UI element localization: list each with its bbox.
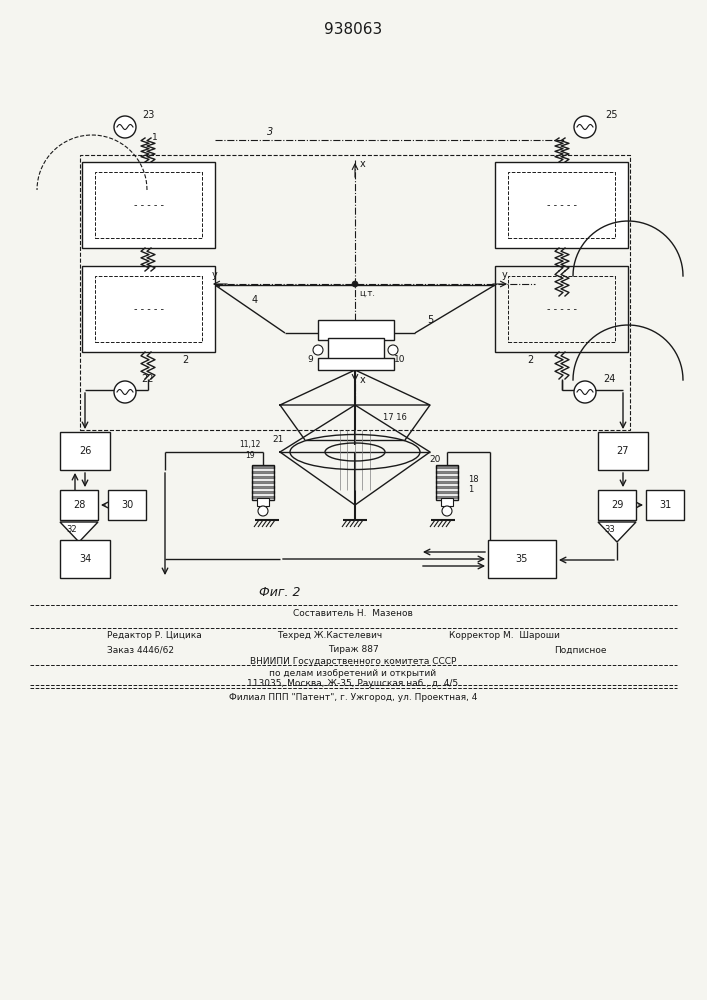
Bar: [60, 432, 110, 470]
Bar: [60, 540, 110, 578]
Bar: [60, 490, 98, 520]
Text: 24: 24: [603, 374, 615, 384]
Circle shape: [388, 345, 398, 355]
Text: 5: 5: [427, 315, 433, 325]
Text: 33: 33: [604, 526, 615, 534]
Polygon shape: [598, 522, 636, 542]
Circle shape: [114, 116, 136, 138]
Text: Филиал ППП "Патент", г. Ужгород, ул. Проектная, 4: Филиал ППП "Патент", г. Ужгород, ул. Про…: [229, 694, 477, 702]
Circle shape: [313, 345, 323, 355]
Text: 21: 21: [272, 436, 284, 444]
Text: 27: 27: [617, 446, 629, 456]
Text: ц.т.: ц.т.: [359, 288, 375, 298]
Bar: [80, 155, 630, 430]
Text: - - - - -: - - - - -: [547, 200, 577, 210]
Circle shape: [574, 381, 596, 403]
Text: 10: 10: [395, 356, 406, 364]
Text: Техред Ж.Кастелевич: Техред Ж.Кастелевич: [277, 631, 382, 640]
Text: 19: 19: [245, 450, 255, 460]
Bar: [646, 490, 684, 520]
Circle shape: [574, 116, 596, 138]
Text: Заказ 4446/62: Заказ 4446/62: [107, 646, 174, 654]
Circle shape: [442, 506, 452, 516]
Text: 11,12: 11,12: [239, 440, 261, 450]
Text: Корректор М.  Шароши: Корректор М. Шароши: [449, 631, 560, 640]
Bar: [318, 320, 394, 340]
Text: - - - - -: - - - - -: [134, 200, 164, 210]
Circle shape: [114, 381, 136, 403]
Text: 22: 22: [141, 374, 154, 384]
Bar: [598, 490, 636, 520]
Bar: [495, 266, 628, 352]
Text: Составитель Н.  Мазенов: Составитель Н. Мазенов: [293, 609, 413, 618]
Polygon shape: [60, 522, 98, 542]
Bar: [441, 498, 453, 506]
Bar: [328, 338, 384, 360]
Text: y: y: [502, 270, 508, 280]
Text: 4: 4: [252, 295, 258, 305]
Bar: [82, 266, 215, 352]
Text: 3: 3: [267, 127, 273, 137]
Text: 2: 2: [527, 355, 533, 365]
Text: x: x: [360, 375, 366, 385]
Text: 25: 25: [606, 110, 618, 120]
Text: 17 16: 17 16: [383, 414, 407, 422]
Bar: [508, 172, 615, 238]
Circle shape: [258, 506, 268, 516]
Text: 35: 35: [516, 554, 528, 564]
Bar: [257, 498, 269, 506]
Bar: [495, 162, 628, 248]
Text: 938063: 938063: [324, 22, 382, 37]
Text: 1: 1: [152, 133, 158, 142]
Text: 31: 31: [659, 500, 671, 510]
Bar: [508, 276, 615, 342]
Text: 29: 29: [611, 500, 623, 510]
Text: - - - - -: - - - - -: [134, 304, 164, 314]
Bar: [108, 490, 146, 520]
Text: Тираж 887: Тираж 887: [327, 646, 378, 654]
Bar: [436, 465, 458, 500]
Bar: [318, 358, 394, 370]
Text: 9: 9: [307, 356, 313, 364]
Text: 32: 32: [66, 526, 77, 534]
Text: 30: 30: [121, 500, 133, 510]
Text: 1: 1: [468, 486, 473, 494]
Text: y: y: [212, 270, 218, 280]
Bar: [488, 540, 556, 578]
Text: 113035, Москва, Ж-35, Раушская наб., д. 4/5: 113035, Москва, Ж-35, Раушская наб., д. …: [247, 680, 459, 688]
Text: ВНИИПИ Государственного комитета СССР: ВНИИПИ Государственного комитета СССР: [250, 658, 456, 666]
Text: 26: 26: [78, 446, 91, 456]
Text: - - - - -: - - - - -: [547, 304, 577, 314]
Text: 28: 28: [73, 500, 85, 510]
Text: 20: 20: [429, 456, 440, 464]
Bar: [252, 465, 274, 500]
Bar: [598, 432, 648, 470]
Text: Подписное: Подписное: [554, 646, 606, 654]
Text: 23: 23: [142, 110, 154, 120]
Circle shape: [352, 281, 358, 287]
Text: Фиг. 2: Фиг. 2: [259, 585, 300, 598]
Text: по делам изобретений и открытий: по делам изобретений и открытий: [269, 668, 436, 678]
Bar: [82, 162, 215, 248]
Text: 18: 18: [468, 476, 479, 485]
Text: Редактор Р. Цицика: Редактор Р. Цицика: [107, 631, 201, 640]
Text: 34: 34: [79, 554, 91, 564]
Text: x: x: [360, 159, 366, 169]
Text: 2: 2: [182, 355, 188, 365]
Bar: [95, 172, 202, 238]
Bar: [95, 276, 202, 342]
